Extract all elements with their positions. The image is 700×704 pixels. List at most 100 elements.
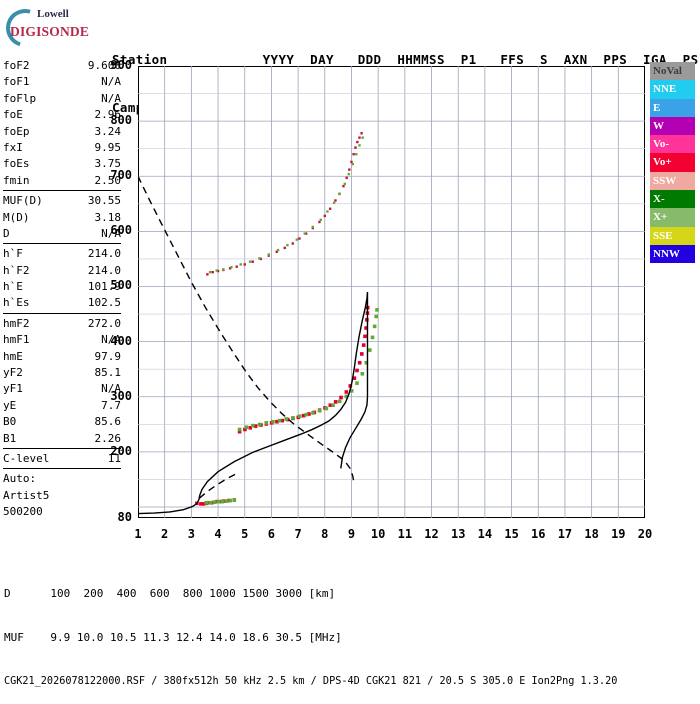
x-axis-label: 13	[450, 527, 466, 541]
ionogram-plot-area[interactable]	[138, 66, 645, 518]
echo-point	[339, 395, 343, 400]
param-row-hmf2: hmF2 272.0	[3, 316, 121, 332]
legend-item-x[interactable]: X-	[650, 190, 695, 209]
echo-point	[352, 152, 355, 156]
param-divider	[3, 243, 121, 245]
header-labels-row: Station YYYY DAY DDD HHMMSS P1 FFS S AXN…	[112, 52, 699, 67]
echo-point	[360, 132, 363, 135]
param-key: foEp	[3, 124, 30, 138]
param-divider	[3, 468, 121, 470]
echo-point	[222, 268, 225, 271]
echo-point	[342, 184, 345, 188]
echo-point	[307, 412, 311, 416]
echo-point	[208, 270, 212, 274]
echo-point	[199, 502, 203, 506]
series-muf-dashed-lower-tail	[198, 471, 240, 499]
param-key: M(D)	[3, 210, 30, 224]
param-value: 272.0	[87, 316, 121, 330]
echo-point	[318, 220, 321, 224]
echo-point	[360, 352, 364, 356]
legend-item-w[interactable]: W	[650, 116, 695, 136]
param-key: foF2	[3, 59, 30, 72]
param-value: 11	[107, 451, 121, 465]
param-auto-line: Artist5	[3, 488, 50, 502]
echo-point	[355, 381, 359, 385]
param-value: 3.75	[94, 157, 122, 171]
param-key: C-level	[3, 451, 50, 465]
echo-point	[264, 421, 269, 425]
echo-point	[343, 182, 347, 186]
echo-point	[328, 403, 333, 407]
series-electron-density-profile	[138, 291, 369, 515]
param-value: 101.9	[87, 280, 121, 294]
echo-point	[334, 199, 337, 202]
param-value: 214.0	[87, 247, 121, 261]
footer-file-row: CGK21_2026078122000.RSF / 380fx512h 50 k…	[4, 675, 618, 687]
legend-item-nnw[interactable]: NNW	[650, 244, 695, 264]
x-axis-label: 16	[531, 527, 546, 541]
echo-point	[301, 413, 306, 418]
logo-digisonde-text: DIGISONDE	[10, 24, 90, 39]
param-key: foEs	[3, 157, 30, 171]
param-value: 214.0	[87, 263, 121, 277]
legend-item-e[interactable]: E	[650, 98, 695, 117]
param-value: 102.5	[87, 296, 121, 310]
echo-point	[352, 376, 357, 380]
legend-item-sse[interactable]: SSE	[650, 226, 695, 245]
param-key: h`F2	[3, 263, 30, 277]
param-key: fxI	[3, 140, 23, 154]
param-key: D	[3, 226, 10, 240]
echo-point	[251, 423, 255, 428]
x-axis-label: 12	[424, 527, 439, 541]
param-row-hmf1: hmF1 N/A	[3, 332, 121, 348]
echo-point	[344, 390, 349, 394]
param-key: yF2	[3, 366, 23, 380]
legend-item-x[interactable]: X+	[650, 208, 695, 227]
param-row-foep: foEp 3.24	[3, 124, 121, 140]
echo-point	[212, 500, 217, 505]
echo-point	[361, 136, 364, 139]
echo-point	[215, 269, 218, 272]
legend-item-noval[interactable]: NoVal	[650, 62, 695, 81]
param-value: N/A	[101, 226, 121, 240]
footer-info: D 100 200 400 600 800 1000 1500 3000 [km…	[4, 558, 617, 704]
echo-point	[228, 267, 232, 270]
legend-item-vo[interactable]: Vo-	[650, 135, 695, 154]
param-auto-line: Auto:	[3, 472, 37, 486]
echo-point	[317, 408, 322, 413]
echo-point	[237, 429, 242, 434]
param-key: fmin	[3, 173, 30, 187]
echo-point	[331, 403, 335, 407]
logo-lowell-text: Lowell	[37, 8, 69, 20]
echo-point	[358, 136, 361, 139]
x-axis-label: 15	[504, 527, 519, 541]
echo-point	[258, 257, 261, 260]
param-key: hmE	[3, 349, 23, 363]
legend-item-vo[interactable]: Vo+	[650, 153, 695, 172]
echo-point	[248, 426, 253, 430]
echo-point	[304, 412, 309, 417]
echo-point	[356, 140, 359, 144]
param-key: MUF(D)	[3, 194, 43, 208]
echo-point	[326, 210, 329, 213]
echo-point	[361, 343, 366, 347]
param-value: 2.26	[94, 431, 122, 445]
param-key: hmF2	[3, 316, 30, 330]
echo-point	[224, 499, 229, 503]
param-value: N/A	[101, 91, 121, 105]
x-axis-label: 7	[294, 527, 302, 541]
param-row-hf2: h`F2 214.0	[3, 263, 121, 279]
legend-item-ssw[interactable]: SSW	[650, 171, 695, 191]
series-x-trace-x-green-echoes	[204, 308, 379, 505]
param-row-yf1: yF1 N/A	[3, 381, 121, 397]
legend-item-nne[interactable]: NNE	[650, 80, 695, 99]
param-value: 85.1	[94, 366, 122, 380]
echo-point	[319, 218, 322, 221]
param-value: 9.600	[87, 59, 121, 72]
param-key: B1	[3, 431, 17, 445]
param-value: N/A	[101, 75, 121, 89]
ionogram-traces	[138, 66, 645, 518]
param-divider	[3, 312, 121, 314]
param-value: 7.7	[101, 398, 121, 412]
echo-point	[355, 152, 358, 156]
